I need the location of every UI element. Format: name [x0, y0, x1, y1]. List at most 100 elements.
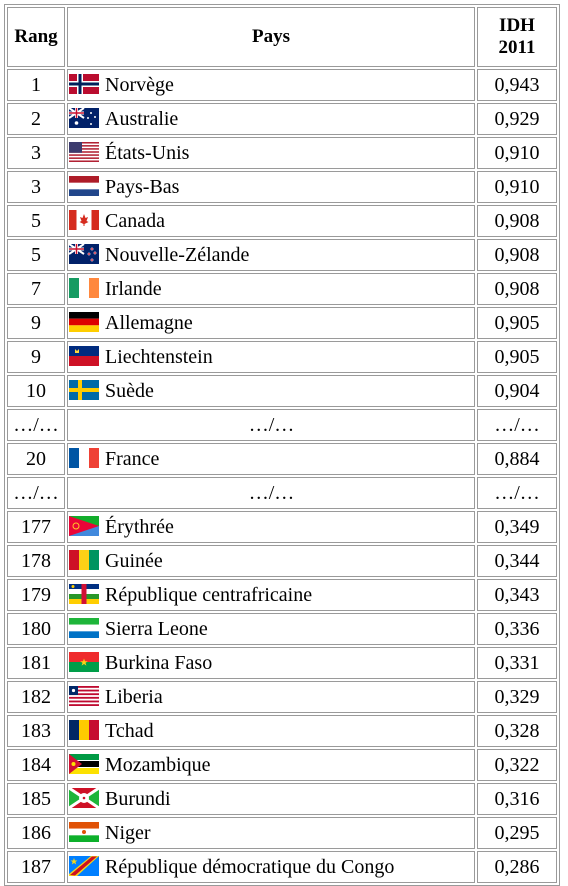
country-cell: …/…: [67, 477, 475, 509]
usa-flag-icon: [69, 141, 99, 162]
rank-cell: 3: [7, 171, 65, 203]
rank-cell: 5: [7, 239, 65, 271]
sweden-flag-icon: [69, 379, 99, 400]
country-name: République démocratique du Congo: [105, 855, 395, 878]
rank-cell: 7: [7, 273, 65, 305]
country-name: Australie: [105, 107, 179, 130]
ireland-flag-icon: [69, 277, 99, 298]
country-cell: Australie: [67, 103, 475, 135]
rank-cell: 182: [7, 681, 65, 713]
hdi-value-cell: 0,908: [477, 239, 557, 271]
eritrea-flag-icon: [69, 515, 99, 536]
rank-cell: 184: [7, 749, 65, 781]
country-name: Guinée: [105, 549, 163, 572]
table-row: …/… …/… …/…: [7, 477, 557, 509]
table-row: …/… …/… …/…: [7, 409, 557, 441]
table-row: 185 Burundi 0,316: [7, 783, 557, 815]
country-cell: Nouvelle-Zélande: [67, 239, 475, 271]
country-cell: États-Unis: [67, 137, 475, 169]
hdi-value-cell: 0,286: [477, 851, 557, 883]
country-cell: Irlande: [67, 273, 475, 305]
hdi-value-cell: 0,905: [477, 341, 557, 373]
country-name: Sierra Leone: [105, 617, 208, 640]
hdi-value-cell: 0,929: [477, 103, 557, 135]
header-idh-line1: IDH: [499, 15, 535, 36]
rank-cell: …/…: [7, 409, 65, 441]
country-name: Pays-Bas: [105, 175, 180, 198]
country-name: Suède: [105, 379, 154, 402]
country-cell: Tchad: [67, 715, 475, 747]
table-row: 178 Guinée 0,344: [7, 545, 557, 577]
hdi-value-cell: 0,904: [477, 375, 557, 407]
country-cell: Sierra Leone: [67, 613, 475, 645]
country-name: France: [105, 447, 160, 470]
hdi-value-cell: 0,328: [477, 715, 557, 747]
country-name: Tchad: [105, 719, 154, 742]
country-name: Allemagne: [105, 311, 193, 334]
new-zealand-flag-icon: [69, 243, 99, 264]
rank-cell: 177: [7, 511, 65, 543]
country-cell: Guinée: [67, 545, 475, 577]
country-cell: Niger: [67, 817, 475, 849]
country-cell: Norvège: [67, 69, 475, 101]
country-cell: Burkina Faso: [67, 647, 475, 679]
country-cell: Suède: [67, 375, 475, 407]
country-name: Érythrée: [105, 515, 174, 538]
country-name: Niger: [105, 821, 151, 844]
rank-cell: 5: [7, 205, 65, 237]
rank-cell: 2: [7, 103, 65, 135]
table-row: 179 République centrafricaine 0,343: [7, 579, 557, 611]
netherlands-flag-icon: [69, 175, 99, 196]
norway-flag-icon: [69, 73, 99, 94]
country-name: Canada: [105, 209, 165, 232]
rank-cell: 10: [7, 375, 65, 407]
dr-congo-flag-icon: [69, 855, 99, 876]
hdi-value-cell: 0,908: [477, 205, 557, 237]
country-name: …/…: [248, 413, 295, 436]
hdi-value-cell: 0,884: [477, 443, 557, 475]
country-name: Irlande: [105, 277, 162, 300]
hdi-value-cell: 0,336: [477, 613, 557, 645]
hdi-value-cell: 0,905: [477, 307, 557, 339]
table-row: 5 Nouvelle-Zélande 0,908: [7, 239, 557, 271]
header-row: Rang Pays IDH 2011: [7, 7, 557, 67]
country-name: Norvège: [105, 73, 174, 96]
table-row: 182 Liberia 0,329: [7, 681, 557, 713]
hdi-value-cell: 0,943: [477, 69, 557, 101]
country-name: République centrafricaine: [105, 583, 313, 606]
rank-cell: …/…: [7, 477, 65, 509]
table-row: 9 Allemagne 0,905: [7, 307, 557, 339]
chad-flag-icon: [69, 719, 99, 740]
rank-cell: 1: [7, 69, 65, 101]
niger-flag-icon: [69, 821, 99, 842]
country-cell: Mozambique: [67, 749, 475, 781]
rank-cell: 20: [7, 443, 65, 475]
header-idh-line2: 2011: [498, 37, 536, 58]
rank-cell: 185: [7, 783, 65, 815]
table-row: 183 Tchad 0,328: [7, 715, 557, 747]
table-row: 7 Irlande 0,908: [7, 273, 557, 305]
hdi-value-cell: 0,910: [477, 171, 557, 203]
country-cell: Liechtenstein: [67, 341, 475, 373]
table-row: 180 Sierra Leone 0,336: [7, 613, 557, 645]
sierra-leone-flag-icon: [69, 617, 99, 638]
country-name: États-Unis: [105, 141, 190, 164]
table-row: 20 France 0,884: [7, 443, 557, 475]
hdi-value-cell: 0,316: [477, 783, 557, 815]
table-row: 1 Norvège 0,943: [7, 69, 557, 101]
rank-cell: 186: [7, 817, 65, 849]
table-row: 2 Australie 0,929: [7, 103, 557, 135]
table-row: 9 Liechtenstein 0,905: [7, 341, 557, 373]
liechtenstein-flag-icon: [69, 345, 99, 366]
country-cell: Canada: [67, 205, 475, 237]
canada-flag-icon: [69, 209, 99, 230]
central-african-republic-flag-icon: [69, 583, 99, 604]
country-cell: Allemagne: [67, 307, 475, 339]
rank-cell: 187: [7, 851, 65, 883]
guinea-flag-icon: [69, 549, 99, 570]
table-row: 186 Niger 0,295: [7, 817, 557, 849]
rank-cell: 9: [7, 341, 65, 373]
table-row: 181 Burkina Faso 0,331: [7, 647, 557, 679]
country-cell: …/…: [67, 409, 475, 441]
country-name: Nouvelle-Zélande: [105, 243, 250, 266]
